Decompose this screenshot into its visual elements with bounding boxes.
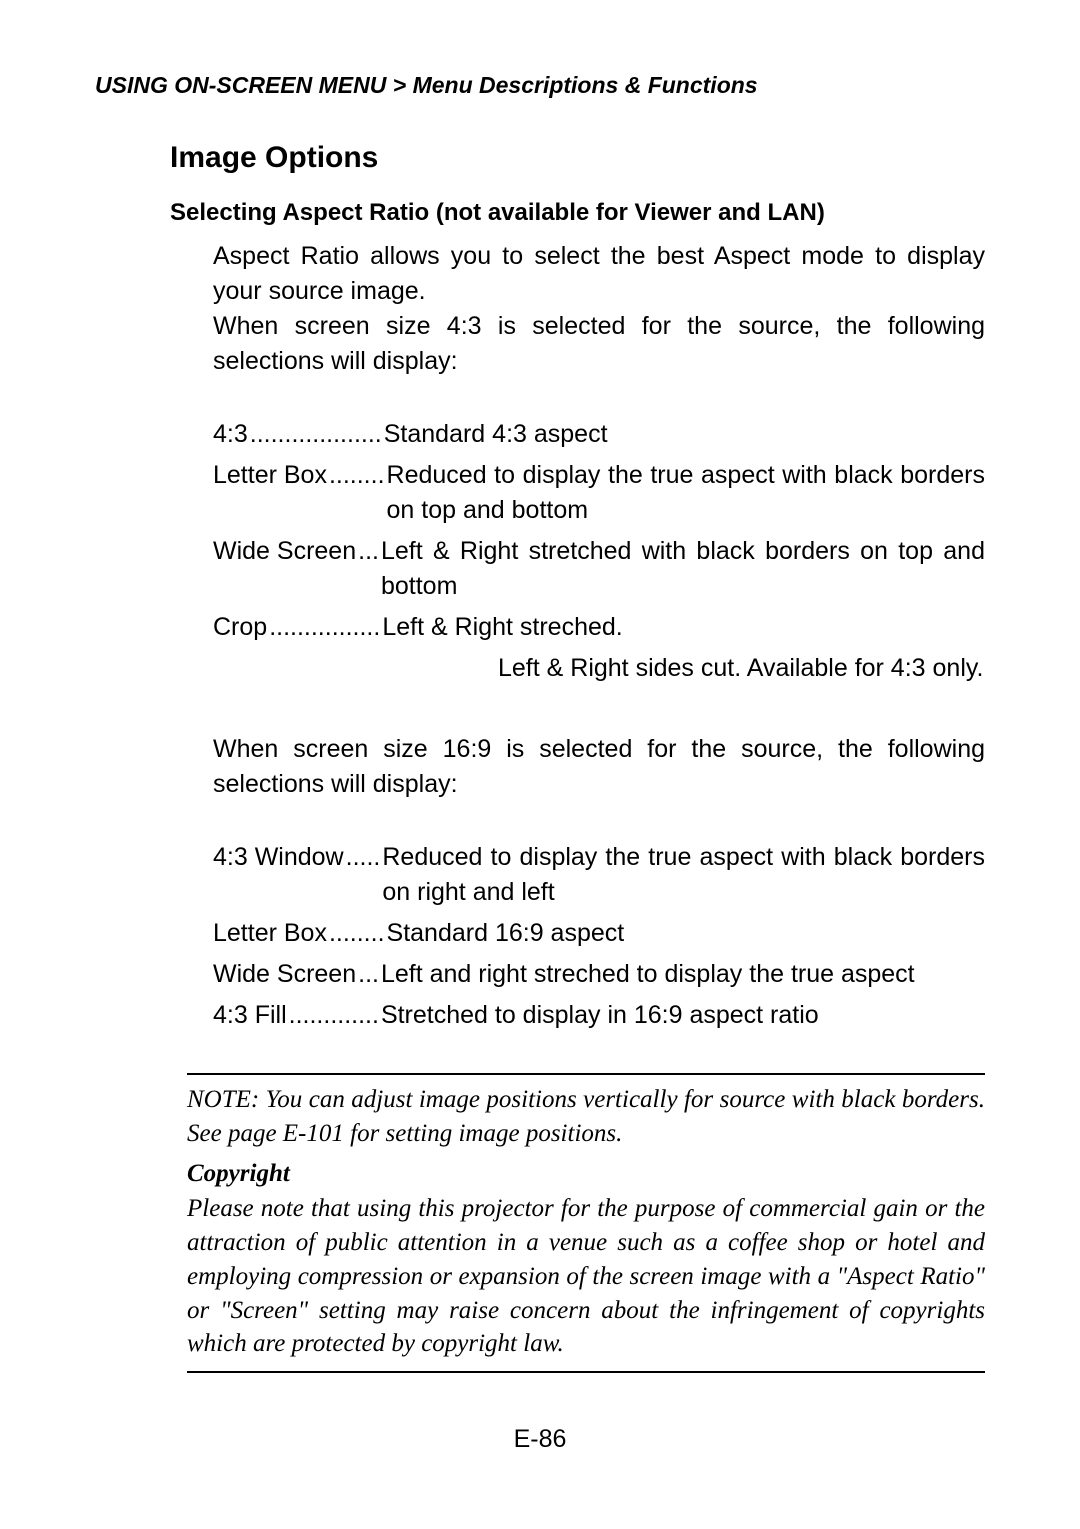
intro-paragraph-3: When screen size 16:9 is selected for th… [213,732,985,802]
intro-paragraph-2: When screen size 4:3 is selected for the… [213,309,985,379]
intro-paragraph-1: Aspect Ratio allows you to select the be… [213,239,985,309]
subsection-title: Selecting Aspect Ratio (not available fo… [170,199,985,227]
def-dots: ..... [344,840,383,875]
def-term: 4:3 [213,417,248,452]
def-term: Wide Screen [213,534,356,569]
note-body: Please note that using this projector fo… [187,1192,985,1361]
def-row: 4:3 Fill ............. Stretched to disp… [213,998,985,1033]
def-desc: Reduced to display the true aspect with … [387,458,985,528]
def-desc: Stretched to display in 16:9 aspect rati… [381,998,985,1033]
definition-list-43: 4:3 ................... Standard 4:3 asp… [213,417,985,686]
document-page: USING ON-SCREEN MENU > Menu Descriptions… [0,0,1080,1433]
def-desc: Left & Right stretched with black border… [381,534,985,604]
def-extra-line: Left & Right sides cut. Available for 4:… [498,651,985,686]
def-row: 4:3 Window ..... Reduced to display the … [213,840,985,910]
def-term: 4:3 Fill [213,998,287,1033]
section-title: Image Options [170,141,985,175]
def-dots: ... [356,957,381,992]
breadcrumb: USING ON-SCREEN MENU > Menu Descriptions… [95,72,985,99]
def-dots: ................ [267,610,382,645]
def-desc: Standard 4:3 aspect [384,417,985,452]
def-desc: Standard 16:9 aspect [387,916,985,951]
def-row: Wide Screen ... Left and right streched … [213,957,985,992]
def-dots: ............. [287,998,381,1033]
def-desc: Left & Right streched. [382,610,985,645]
def-dots: ........ [327,458,387,493]
def-row: Letter Box ........ Standard 16:9 aspect [213,916,985,951]
spacer [95,692,985,732]
def-term: Letter Box [213,458,327,493]
note-heading: Copyright [187,1157,985,1191]
def-desc: Reduced to display the true aspect with … [382,840,985,910]
def-dots: ........ [327,916,387,951]
def-term: Letter Box [213,916,327,951]
def-row: Crop ................ Left & Right strec… [213,610,985,645]
def-row: Wide Screen ... Left & Right stretched w… [213,534,985,604]
def-dots: ... [356,534,381,569]
note-line: NOTE: You can adjust image positions ver… [187,1083,985,1151]
def-term: Wide Screen [213,957,356,992]
def-term: 4:3 Window [213,840,344,875]
def-desc: Left and right streched to display the t… [381,957,985,992]
def-term: Crop [213,610,267,645]
def-row: Letter Box ........ Reduced to display t… [213,458,985,528]
page-number: E-86 [0,1425,1080,1454]
definition-list-169: 4:3 Window ..... Reduced to display the … [213,840,985,1033]
def-row: 4:3 ................... Standard 4:3 asp… [213,417,985,452]
note-box: NOTE: You can adjust image positions ver… [187,1073,985,1373]
def-dots: ................... [248,417,384,452]
